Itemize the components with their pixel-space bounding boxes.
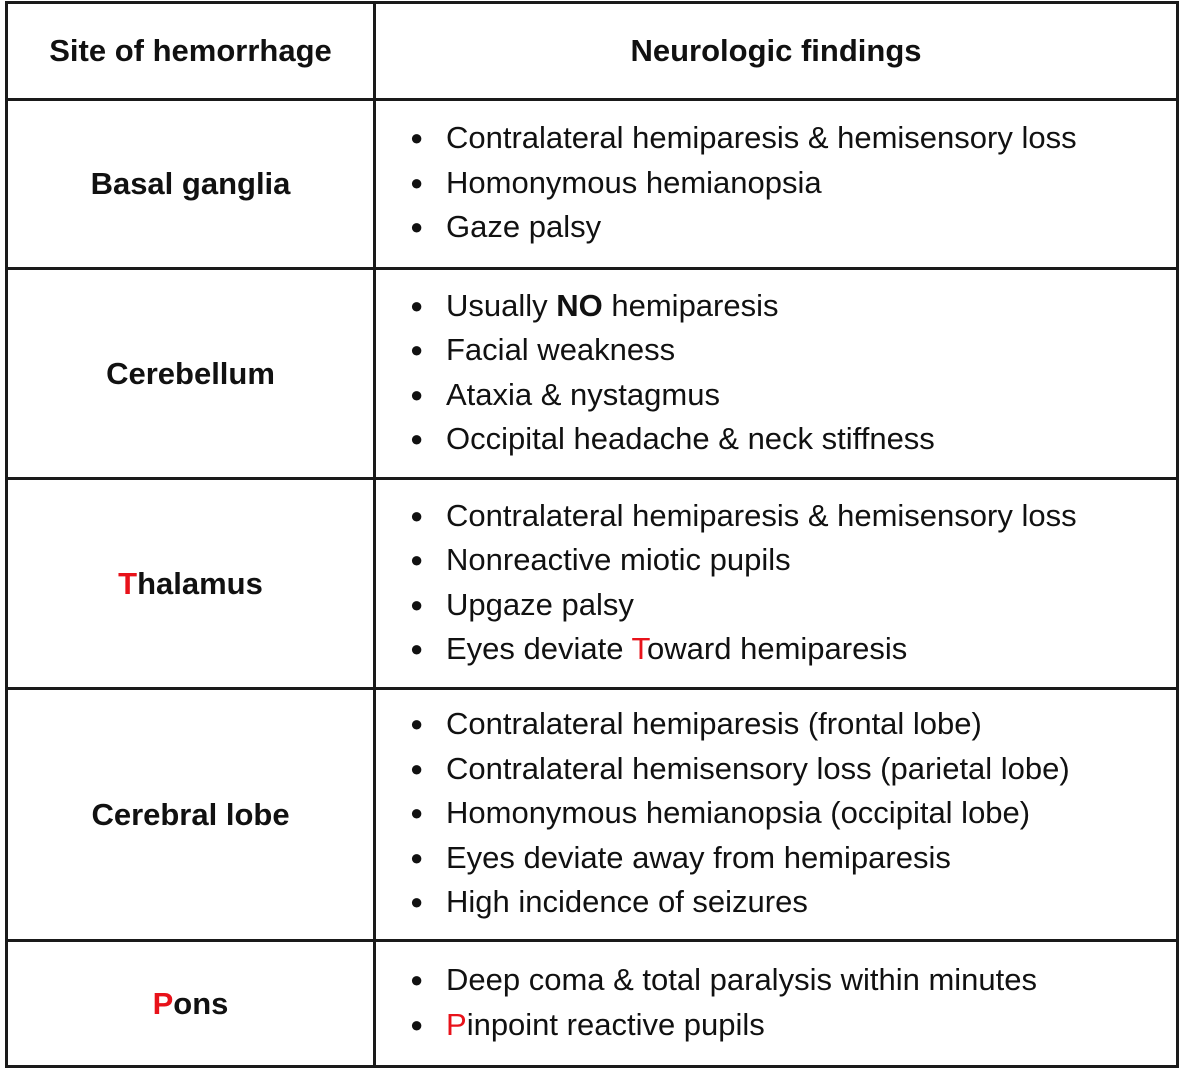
findings-list: ● Usually NO hemiparesis ● Facial weakness… — [376, 270, 1176, 477]
finding-item: ● Pinpoint reactive pupils — [410, 1004, 1176, 1049]
finding-item: ● Nonreactive miotic pupils — [410, 539, 1176, 584]
finding-item: ● Contralateral hemiparesis & hemisensory… — [410, 117, 1176, 162]
bullet-icon: ● — [410, 214, 424, 240]
finding-text-part: inpoint reactive pupils — [466, 1006, 765, 1042]
finding-text-part: oward hemiparesis — [647, 631, 908, 666]
findings-list: ● Contralateral hemiparesis & hemisensory… — [376, 480, 1176, 687]
finding-text: Facial weakness — [446, 332, 676, 367]
finding-item: ● Gaze palsy — [410, 206, 1176, 251]
bullet-icon: ● — [410, 591, 424, 617]
mnemonic-letter: T — [118, 565, 138, 601]
bullet-icon: ● — [410, 292, 424, 318]
bullet-icon: ● — [410, 755, 424, 781]
bullet-icon: ● — [410, 381, 424, 407]
finding-text: Homonymous hemianopsia (occipital lobe) — [446, 795, 1031, 831]
site-text: ons — [173, 985, 229, 1021]
finding-item: ● Contralateral hemisensory loss (parieta… — [410, 748, 1176, 793]
finding-text: Deep coma & total paralysis within minut… — [446, 962, 1037, 997]
table-row-cerebral-lobe: Cerebral lobe ● Contralateral hemiparesis… — [8, 687, 1176, 939]
table-row-cerebellum: Cerebellum ● Usually NO hemiparesis ● Faci… — [8, 267, 1176, 477]
finding-text: Ataxia & nystagmus — [446, 376, 720, 412]
bullet-icon: ● — [410, 711, 424, 737]
finding-text: Contralateral hemiparesis (frontal lobe) — [446, 706, 982, 742]
finding-item: ● Homonymous hemianopsia — [410, 162, 1176, 207]
finding-item: ● Occipital headache & neck stiffness — [410, 418, 1176, 463]
findings-list: ● Contralateral hemiparesis & hemisensory… — [376, 101, 1176, 267]
finding-item: ● Eyes deviate away from hemiparesis — [410, 837, 1176, 882]
finding-text: Contralateral hemiparesis & hemisensory … — [446, 497, 1077, 533]
finding-text: Contralateral hemisensory loss (parietal… — [446, 750, 1070, 786]
finding-item: ● Homonymous hemianopsia (occipital lobe) — [410, 792, 1176, 837]
finding-item: ● Usually NO hemiparesis — [410, 285, 1176, 330]
bullet-icon: ● — [410, 967, 424, 992]
bullet-icon: ● — [410, 844, 424, 870]
site-text: halamus — [137, 565, 263, 601]
bullet-icon: ● — [410, 426, 424, 451]
hemorrhage-table: Site of hemorrhage Neurologic findings B… — [5, 1, 1179, 1068]
header-neurologic-findings: Neurologic findings — [630, 33, 922, 68]
bullet-icon: ● — [410, 636, 424, 661]
finding-text-part: Usually — [446, 287, 557, 323]
finding-text: Occipital headache & neck stiffness — [446, 421, 935, 456]
finding-item: ● High incidence of seizures — [410, 881, 1176, 926]
table-row-basal-ganglia: Basal ganglia ● Contralateral hemiparesis… — [8, 98, 1176, 267]
bullet-icon: ● — [410, 125, 424, 151]
finding-item: ● Contralateral hemiparesis & hemisensory… — [410, 495, 1176, 540]
bullet-icon: ● — [410, 547, 424, 572]
finding-text: Pinpoint reactive pupils — [446, 1004, 765, 1046]
findings-list: ● Contralateral hemiparesis (frontal lobe… — [376, 690, 1176, 939]
emphasis-no: NO — [556, 287, 603, 323]
finding-text: Contralateral hemiparesis & hemisensory … — [446, 120, 1077, 156]
findings-list: ● Deep coma & total paralysis within minu… — [376, 942, 1176, 1065]
finding-item: ● Deep coma & total paralysis within minu… — [410, 959, 1176, 1004]
header-site-of-hemorrhage: Site of hemorrhage — [8, 4, 376, 98]
finding-text: Nonreactive miotic pupils — [446, 542, 791, 577]
finding-item: ● Facial weakness — [410, 329, 1176, 374]
bullet-icon: ● — [410, 169, 424, 195]
finding-text: Upgaze palsy — [446, 586, 634, 622]
finding-text: Eyes deviate Toward hemiparesis — [446, 628, 907, 670]
bullet-icon: ● — [410, 800, 424, 826]
bullet-icon: ● — [410, 889, 424, 915]
finding-item: ● Eyes deviate Toward hemiparesis — [410, 628, 1176, 673]
site-cell: Cerebellum — [8, 270, 376, 477]
finding-text-part: hemiparesis — [602, 287, 779, 323]
finding-item: ● Upgaze palsy — [410, 584, 1176, 629]
finding-text: Usually NO hemiparesis — [446, 285, 779, 327]
mnemonic-letter: T — [631, 631, 648, 666]
finding-text: Gaze palsy — [446, 209, 602, 245]
bullet-icon: ● — [410, 337, 424, 362]
bullet-icon: ● — [410, 502, 424, 528]
finding-text-part: Eyes deviate — [446, 631, 632, 666]
site-cell: Cerebral lobe — [8, 690, 376, 939]
finding-text: High incidence of seizures — [446, 884, 808, 920]
finding-text: Homonymous hemianopsia — [446, 164, 822, 200]
mnemonic-letter: P — [446, 1006, 467, 1042]
mnemonic-letter: P — [152, 985, 174, 1021]
bullet-icon: ● — [410, 1011, 424, 1037]
finding-item: ● Ataxia & nystagmus — [410, 374, 1176, 419]
finding-item: ● Contralateral hemiparesis (frontal lobe… — [410, 703, 1176, 748]
finding-text: Eyes deviate away from hemiparesis — [446, 839, 951, 875]
table-header-row: Site of hemorrhage Neurologic findings — [8, 4, 1176, 98]
site-cell: Basal ganglia — [8, 101, 376, 267]
